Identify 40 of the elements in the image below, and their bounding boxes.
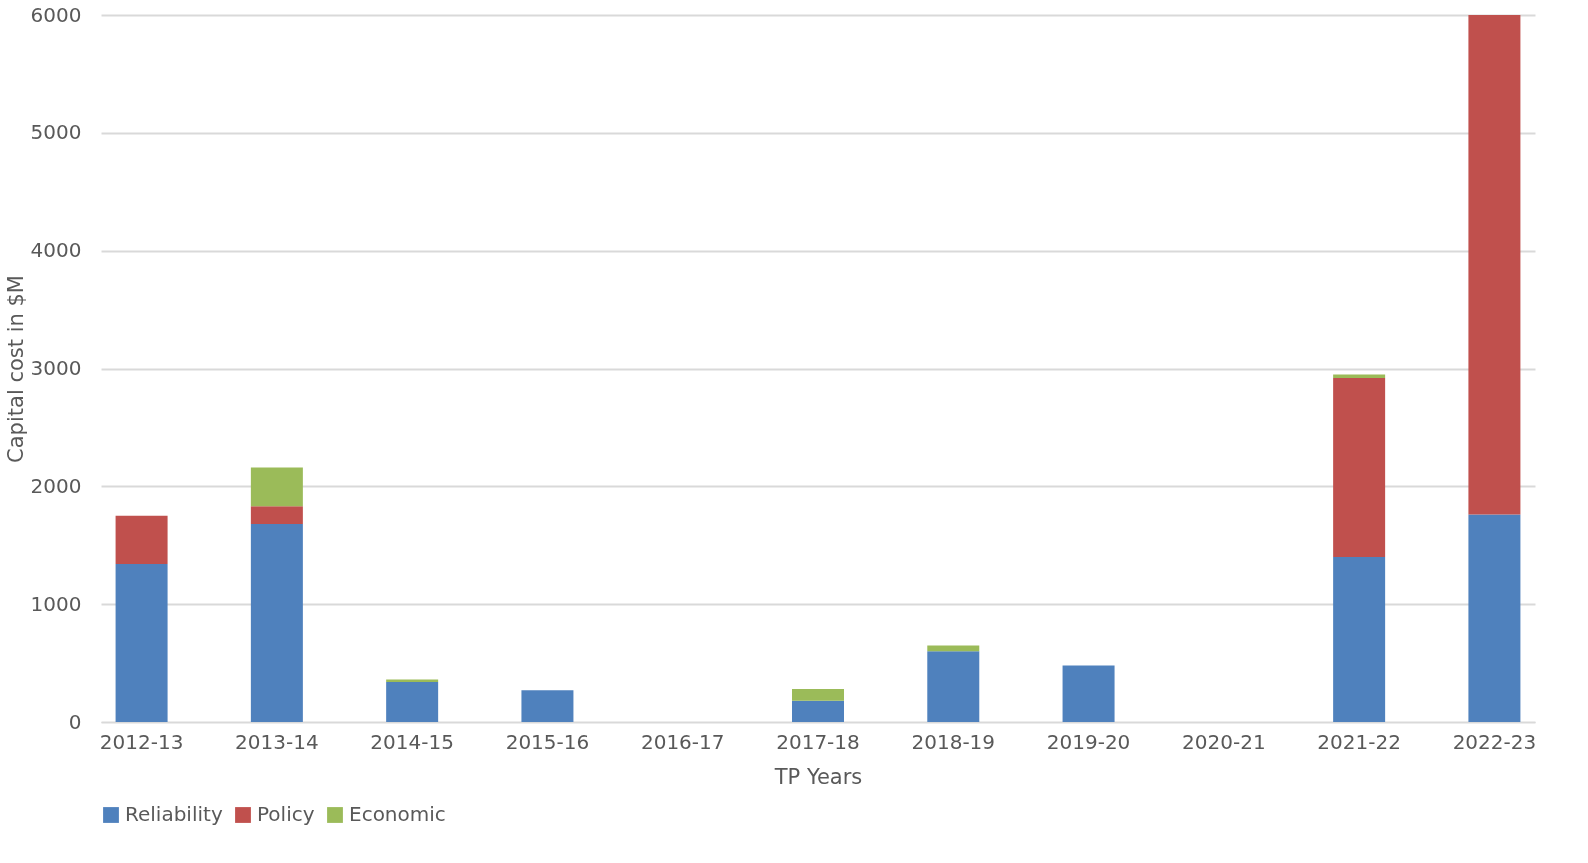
bar [1333,374,1386,378]
bar [115,564,168,722]
y-tick-label: 2000 [30,473,82,498]
bar [250,467,303,507]
x-tick-label: 2015-16 [505,729,590,754]
x-tick-label: 2013-14 [235,729,319,754]
y-tick-label: 0 [68,709,82,734]
x-tick-label: 2022-23 [1452,729,1537,754]
y-tick-label: 4000 [30,238,82,263]
x-tick-label: 2014-15 [370,729,454,754]
x-tick-label: 2017-18 [776,729,860,754]
y-axis-title: Capital cost in $M [3,275,28,463]
bar [1333,377,1386,558]
x-axis-title: TP Years [773,764,863,789]
legend-label: Reliability [125,802,223,826]
y-tick-label: 5000 [30,120,82,145]
x-tick-label: 2012-13 [99,729,184,754]
y-tick-label: 6000 [30,2,82,27]
x-tick-label: 2020-21 [1182,729,1266,754]
bar [386,681,439,722]
legend-label: Policy [257,802,315,826]
y-tick-label: 1000 [30,591,82,616]
y-tick-label: 3000 [30,356,82,380]
bar [792,689,844,701]
bar [1468,15,1521,515]
bar [927,645,980,652]
bar [250,524,303,722]
bar [250,506,303,525]
bar [1333,557,1386,722]
bar [792,700,844,722]
x-tick-label: 2019-20 [1046,729,1131,754]
bar [521,690,574,722]
bar [927,651,980,722]
bar [115,515,168,565]
x-tick-label: 2018-19 [911,729,996,754]
x-tick-label: 2021-22 [1317,729,1401,754]
bar [1062,665,1115,722]
legend-label: Economic [349,802,446,826]
bar [1468,514,1521,722]
x-tick-label: 2016-17 [640,729,725,754]
